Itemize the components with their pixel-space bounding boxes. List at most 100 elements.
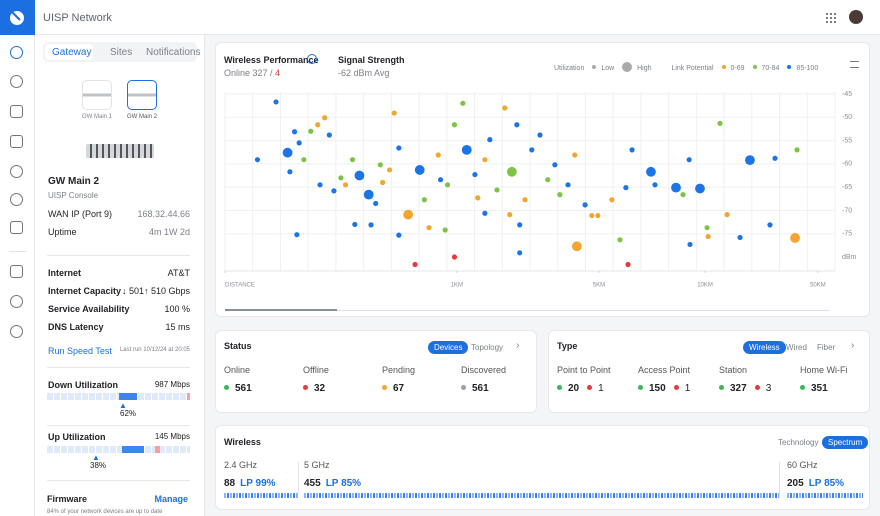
- data-point: [625, 261, 631, 268]
- data-point: [609, 197, 615, 203]
- device-thumb[interactable]: [127, 80, 157, 110]
- row-value: ↓ 501↑ 510 Gbps: [121, 286, 190, 296]
- util-max: 145 Mbps: [154, 432, 190, 441]
- tab[interactable]: Gateway: [52, 47, 92, 58]
- nav-icon[interactable]: [10, 221, 23, 234]
- tab[interactable]: Technology: [778, 438, 819, 447]
- data-point: [494, 187, 500, 193]
- legend-range: 85-100: [796, 65, 819, 72]
- type-label: Station: [719, 365, 748, 375]
- data-point: [414, 165, 425, 175]
- x-tick-label: 1KM: [451, 283, 463, 289]
- data-point: [386, 167, 393, 173]
- data-point: [354, 170, 365, 181]
- data-point: [623, 185, 629, 191]
- tab[interactable]: Devices: [428, 341, 469, 354]
- type-card: [548, 330, 870, 413]
- info-icon[interactable]: [307, 54, 317, 64]
- data-point: [629, 147, 635, 153]
- status-dot: [461, 385, 466, 390]
- avatar[interactable]: [849, 10, 863, 24]
- row-label: Service Availability: [48, 304, 130, 314]
- type-label: Home Wi-Fi: [800, 365, 848, 375]
- row-label: DNS Latency: [48, 322, 104, 332]
- tab[interactable]: Wireless: [743, 341, 786, 354]
- data-point: [317, 182, 323, 188]
- status-label: Offline: [303, 365, 329, 375]
- data-point: [342, 182, 349, 188]
- util-marker: ▲: [92, 453, 100, 462]
- nav-icon[interactable]: [10, 135, 23, 148]
- row-value: 100 %: [164, 304, 190, 314]
- speed-test-button[interactable]: Run Speed Test: [48, 346, 112, 356]
- data-point: [451, 122, 458, 128]
- data-point: [487, 137, 493, 143]
- band-count: 88: [224, 478, 236, 489]
- nav-icon[interactable]: [10, 265, 23, 278]
- nav-icon[interactable]: [10, 193, 23, 206]
- data-point: [571, 241, 582, 252]
- data-point: [686, 157, 692, 163]
- legend-range: 70-84: [761, 65, 780, 72]
- row-label: Uptime: [48, 227, 77, 237]
- data-point: [451, 254, 458, 260]
- band-stats: 88 LP 99%: [224, 478, 276, 489]
- speed-test-last: Last run 10/12/24 at 20:05: [119, 347, 190, 353]
- chevron[interactable]: ›: [516, 340, 520, 351]
- row-label: Internet: [48, 268, 82, 278]
- settings-icon[interactable]: [850, 61, 859, 68]
- nav-icon[interactable]: [10, 46, 23, 59]
- y-tick-label: -65: [842, 184, 852, 191]
- x-tick-label: 5KM: [593, 283, 605, 289]
- top-bar: [0, 0, 880, 35]
- firmware-note: 84% of your network devices are up to da…: [47, 509, 163, 515]
- tab[interactable]: Spectrum: [822, 436, 869, 449]
- nav-icon[interactable]: [10, 75, 23, 88]
- nav-icon[interactable]: [10, 105, 23, 118]
- tab[interactable]: Sites: [110, 47, 133, 58]
- tab[interactable]: Topology: [471, 343, 504, 352]
- type-bad: 1: [598, 383, 604, 394]
- x-tick-label: 10KM: [697, 283, 713, 289]
- data-point: [435, 152, 441, 158]
- tab[interactable]: Notifications: [146, 47, 201, 58]
- y-tick-label: -55: [842, 137, 852, 144]
- status-count: 32: [314, 383, 326, 394]
- type-dot: [800, 385, 805, 390]
- data-point: [552, 162, 558, 168]
- legend-range: 0-69: [730, 65, 745, 72]
- data-point: [772, 155, 778, 161]
- type-value: 20 1: [557, 383, 604, 394]
- wireless-title: Wireless: [224, 437, 261, 447]
- signal-value: -62 dBm Avg: [338, 68, 390, 78]
- row-value: AT&T: [167, 268, 190, 278]
- chevron[interactable]: ›: [851, 340, 855, 351]
- type-value: 327 3: [719, 383, 771, 394]
- data-point: [790, 233, 800, 243]
- data-point: [254, 157, 261, 163]
- offline-count: 4: [275, 68, 281, 78]
- device-thumb[interactable]: [82, 80, 112, 110]
- nav-icon[interactable]: [10, 325, 23, 338]
- firmware-manage[interactable]: Manage: [154, 494, 188, 504]
- band-name: 2.4 GHz: [224, 460, 258, 470]
- apps-icon[interactable]: [825, 12, 836, 23]
- row-label: WAN IP (Port 9): [48, 209, 113, 219]
- y-tick-label: -50: [842, 114, 852, 121]
- tab[interactable]: Wired: [786, 343, 807, 352]
- nav-icon[interactable]: [10, 295, 23, 308]
- row-value: 4m 1W 2d: [148, 227, 190, 237]
- logo[interactable]: [0, 0, 35, 35]
- nav-icon[interactable]: [10, 165, 23, 178]
- divider: [47, 367, 190, 368]
- tab[interactable]: Fiber: [817, 343, 836, 352]
- spectrum-bar: [787, 493, 863, 498]
- type-value: 150 1: [638, 383, 690, 394]
- range-slider[interactable]: [225, 309, 337, 311]
- data-point: [396, 232, 402, 238]
- data-point: [695, 183, 705, 194]
- util-bar: [47, 393, 190, 400]
- type-ok: 150: [649, 383, 666, 394]
- data-point: [301, 157, 307, 163]
